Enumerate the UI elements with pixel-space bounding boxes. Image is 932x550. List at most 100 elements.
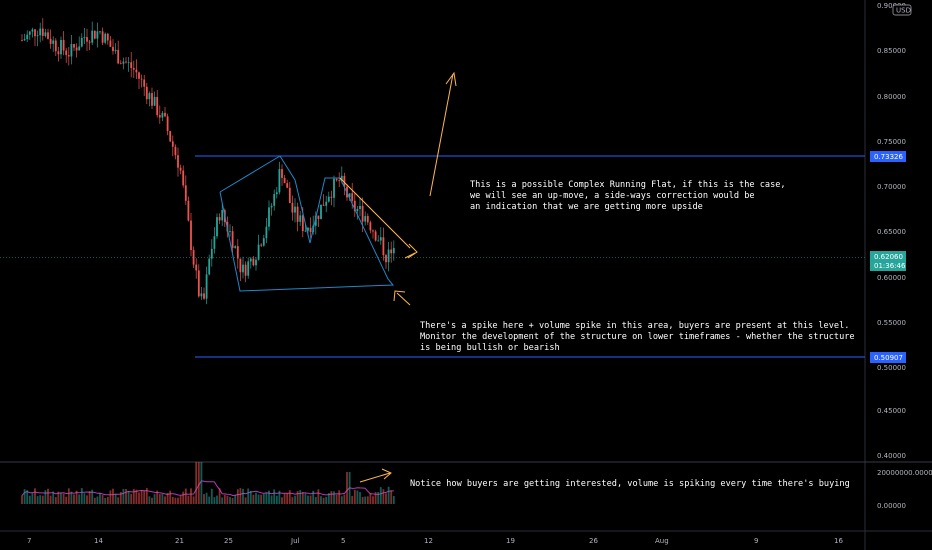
- volume-bar: [93, 497, 96, 504]
- support-price-label: 0.50907: [874, 354, 903, 362]
- volume-tick: 20000000.00000: [877, 469, 932, 477]
- candle-body: [366, 216, 369, 223]
- candle-body: [278, 169, 281, 193]
- volume-bar: [353, 489, 356, 504]
- price-axis[interactable]: 0.90000 0.85000 0.80000 0.75000 0.70000 …: [870, 2, 932, 510]
- volume-bar: [327, 493, 330, 504]
- candle-body: [333, 178, 335, 198]
- candle-body: [351, 193, 354, 201]
- projection-arrow[interactable]: [404, 71, 457, 259]
- candle-body: [247, 261, 250, 276]
- time-axis[interactable]: 7 14 21 25 Jul 5 12 19 26 Aug 9 16: [27, 537, 843, 545]
- support-price-tag: [870, 352, 906, 363]
- candle-body: [156, 96, 159, 116]
- candle-body: [327, 196, 330, 202]
- price-tick: 0.55000: [877, 319, 906, 327]
- candle-body: [143, 79, 146, 87]
- candle-body: [36, 35, 39, 37]
- candle-body: [148, 93, 151, 100]
- volume-bar: [273, 489, 276, 504]
- volume-bar: [156, 490, 159, 504]
- volume-bars: [21, 462, 395, 504]
- candle-body: [70, 44, 73, 57]
- annotation-spike-line-1: There's a spike here + volume spike in t…: [420, 321, 849, 331]
- candle-body: [177, 155, 179, 168]
- volume-bar: [242, 488, 244, 504]
- volume-bar: [379, 487, 382, 504]
- volume-bar: [361, 496, 364, 504]
- candle-body: [197, 270, 200, 297]
- volume-bar: [104, 497, 107, 504]
- candle-body: [151, 93, 153, 106]
- volume-bar: [99, 493, 101, 504]
- candle-body: [200, 293, 203, 297]
- volume-bar: [304, 493, 307, 504]
- volume-bar: [96, 496, 99, 504]
- candle-body: [127, 62, 130, 64]
- volume-bar: [330, 491, 333, 504]
- candle-body: [377, 240, 380, 242]
- candle-body: [91, 30, 94, 43]
- currency-badge[interactable]: [892, 4, 912, 16]
- volume-bar: [244, 497, 247, 504]
- candle-body: [104, 33, 107, 43]
- volume-bar: [320, 496, 322, 504]
- volume-pointer-arrow[interactable]: [359, 468, 392, 483]
- candle-body: [31, 29, 34, 32]
- candle-body: [314, 215, 317, 226]
- candle-body: [145, 86, 148, 100]
- volume-bar: [122, 488, 125, 504]
- volume-bar: [190, 488, 192, 504]
- volume-bar: [112, 488, 114, 504]
- candle-body: [239, 258, 242, 273]
- falling-trend-line[interactable]: [339, 177, 411, 249]
- candle-body: [343, 175, 346, 187]
- candle-body: [158, 115, 161, 118]
- candle-body: [283, 177, 286, 184]
- candle-body: [320, 204, 322, 220]
- price-tick: 0.85000: [877, 47, 906, 55]
- candle-body: [257, 244, 260, 260]
- volume-bar: [301, 492, 304, 504]
- volume-bar: [325, 496, 328, 504]
- volume-bar: [138, 492, 140, 504]
- candle-body: [309, 227, 312, 233]
- volume-bar: [101, 495, 104, 504]
- time-tick: 25: [224, 537, 233, 545]
- price-tick: 0.70000: [877, 183, 906, 191]
- price-tick: 0.60000: [877, 274, 906, 282]
- volume-bar: [161, 493, 164, 504]
- volume-bar: [78, 494, 81, 504]
- candle-body: [88, 41, 91, 43]
- spike-pointer-arrow[interactable]: [393, 290, 411, 306]
- volume-bar: [109, 490, 112, 504]
- volume-bar: [223, 494, 226, 504]
- volume-bar: [21, 495, 23, 504]
- candle-body: [73, 44, 75, 48]
- candle-body: [330, 196, 333, 198]
- time-tick: 19: [506, 537, 515, 545]
- annotation-spike-line-2: Monitor the development of the structure…: [420, 332, 855, 342]
- price-tick: 0.80000: [877, 93, 906, 101]
- candle-body: [379, 237, 382, 241]
- candle-body: [164, 112, 166, 117]
- complex-flat-pattern-line[interactable]: [219, 155, 395, 292]
- volume-bar: [23, 489, 26, 504]
- volume-bar: [148, 496, 151, 504]
- candle-body: [242, 264, 244, 273]
- volume-bar: [234, 494, 237, 504]
- candle-body: [26, 34, 29, 40]
- volume-bar: [390, 490, 393, 504]
- volume-bar: [252, 494, 255, 504]
- volume-bar: [169, 490, 172, 504]
- candle-body: [221, 210, 224, 221]
- volume-bar: [283, 493, 286, 504]
- volume-bar: [314, 497, 317, 504]
- candle-body: [28, 31, 31, 35]
- time-tick: Aug: [655, 537, 669, 545]
- candle-body: [260, 244, 263, 246]
- candle-body: [218, 217, 221, 221]
- candle-body: [281, 169, 283, 178]
- candle-body: [125, 61, 127, 63]
